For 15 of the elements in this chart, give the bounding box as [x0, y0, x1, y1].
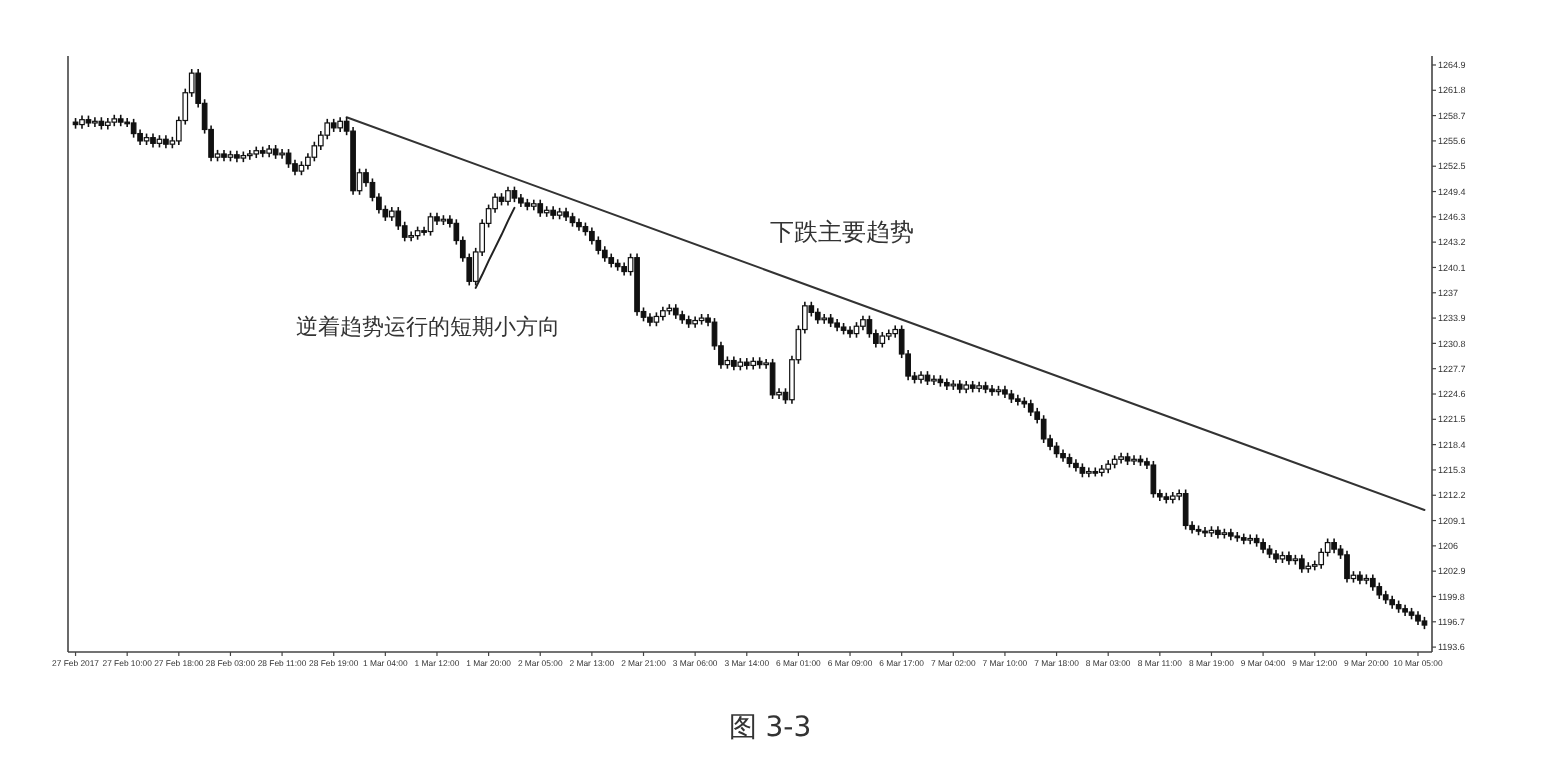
candlestick	[1021, 396, 1028, 409]
caption: 图 3-3	[728, 712, 812, 744]
candlestick	[1182, 488, 1189, 531]
candlestick	[130, 118, 137, 139]
line-series	[474, 206, 516, 289]
annotation: 下跌主要趋势	[770, 218, 914, 246]
candlestick	[1040, 414, 1047, 444]
candlestick	[1305, 561, 1312, 574]
candlestick	[866, 314, 873, 339]
candlestick	[1150, 460, 1157, 499]
annotation: 逆着趋势运行的短期小方向	[296, 314, 560, 340]
candlestick	[1318, 547, 1325, 570]
candlestick	[1344, 549, 1350, 584]
candlestick	[427, 211, 434, 237]
candlestick	[505, 185, 511, 207]
